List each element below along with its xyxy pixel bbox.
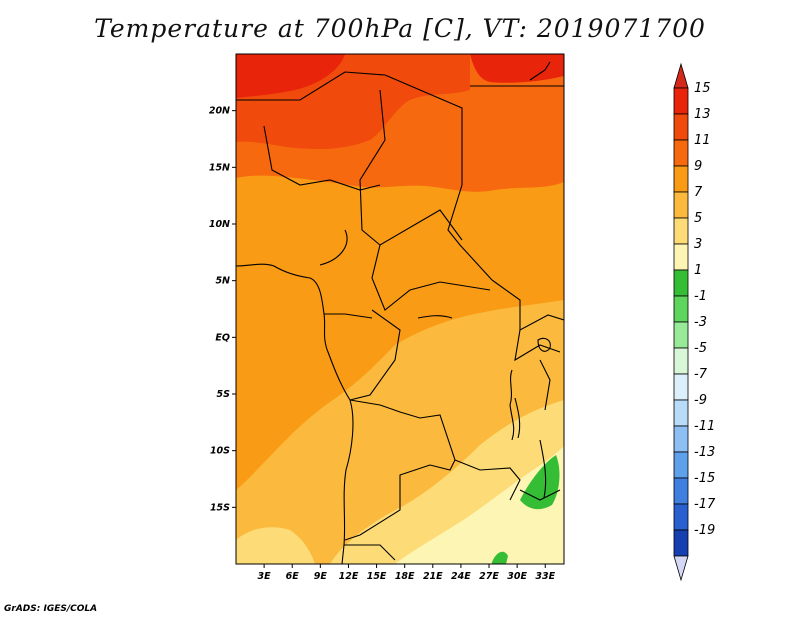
border-drc-congo bbox=[349, 309, 401, 401]
colorbar-label: -5 bbox=[694, 341, 707, 356]
lon-tick-label: 15E bbox=[367, 571, 387, 582]
lon-tick-label: 18E bbox=[395, 571, 415, 582]
colorbar-swatch bbox=[673, 321, 689, 349]
colorbar-label: 11 bbox=[694, 133, 711, 148]
colorbar-swatch bbox=[673, 477, 689, 505]
colorbar-label: -17 bbox=[694, 497, 716, 512]
colorbar-label: 15 bbox=[694, 81, 711, 96]
colorbar-swatch bbox=[673, 347, 689, 375]
border-southwest bbox=[344, 544, 396, 561]
colorbar-swatch bbox=[673, 295, 689, 323]
colorbar-swatch bbox=[673, 165, 689, 193]
colorbar: 15 13 11 9 7 5 3 1 -1 -3 -5 -7 -9 -11 -13 -15 -17 -19 bbox=[673, 62, 716, 582]
colorbar-swatch bbox=[673, 191, 689, 219]
colorbar-label: 9 bbox=[694, 159, 702, 174]
lake-tanganyika bbox=[514, 397, 521, 439]
colorbar-swatch bbox=[673, 139, 689, 167]
field-band-3 bbox=[395, 446, 564, 564]
lon-tick-label: 6E bbox=[286, 571, 300, 582]
colorbar-swatch bbox=[673, 451, 689, 479]
lon-tick-label: 27E bbox=[479, 571, 499, 582]
colorbar-label: -19 bbox=[694, 523, 715, 538]
colorbar-label: 13 bbox=[694, 107, 711, 122]
lake-victoria bbox=[537, 337, 551, 352]
border-car bbox=[371, 209, 491, 311]
border-southeast bbox=[519, 489, 561, 501]
colorbar-label: -11 bbox=[694, 419, 715, 434]
field-band-15-east bbox=[470, 54, 564, 83]
map-frame bbox=[235, 53, 565, 565]
lake-malawi bbox=[539, 439, 547, 499]
border-drc-angola bbox=[349, 399, 456, 471]
lon-tick-label: 21E bbox=[423, 571, 443, 582]
border-algeria-mali bbox=[236, 71, 386, 101]
lat-tick-label: 15S bbox=[210, 502, 230, 513]
colorbar-label: -9 bbox=[694, 393, 707, 408]
lat-tick-label: 15N bbox=[209, 162, 230, 173]
longitude-axis: 3E 6E 9E 12E 15E 18E 21E 24E 27E 30E 33E bbox=[258, 564, 556, 582]
coastline-west-africa bbox=[236, 263, 354, 564]
colorbar-label: -1 bbox=[694, 289, 707, 304]
lat-tick-label: 5S bbox=[217, 389, 231, 400]
border-nigeria-cameroon bbox=[319, 229, 348, 266]
country-borders bbox=[236, 61, 564, 564]
colorbar-swatch bbox=[673, 399, 689, 427]
colorbar-label: -3 bbox=[694, 315, 707, 330]
lat-tick-label: 5N bbox=[215, 276, 230, 287]
temperature-field bbox=[236, 54, 564, 564]
colorbar-label: -13 bbox=[694, 445, 715, 460]
credit-text: GrADS: IGES/COLA bbox=[4, 604, 98, 614]
lon-tick-label: 24E bbox=[451, 571, 471, 582]
border-red-sea bbox=[529, 61, 551, 81]
border-niger-nigeria bbox=[263, 125, 381, 191]
border-gulf-guinea bbox=[324, 313, 373, 319]
border-chad-sudan bbox=[447, 184, 493, 281]
lon-tick-label: 30E bbox=[507, 571, 527, 582]
colorbar-swatch bbox=[673, 217, 689, 245]
border-chad-west bbox=[359, 89, 386, 246]
lat-tick-label: 20N bbox=[209, 106, 230, 117]
colorbar-bottom-arrow bbox=[673, 555, 689, 582]
lon-tick-label: 12E bbox=[339, 571, 359, 582]
colorbar-label: 1 bbox=[694, 263, 702, 278]
colorbar-swatch bbox=[673, 243, 689, 271]
border-great-lakes bbox=[509, 359, 551, 441]
colorbar-swatch bbox=[673, 529, 689, 557]
latitude-axis: 20N 15N 10N 5N EQ 5S 10S 15S bbox=[209, 106, 236, 513]
field-band-15 bbox=[236, 54, 345, 98]
colorbar-label: -7 bbox=[694, 367, 708, 382]
river-congo bbox=[417, 315, 453, 319]
colorbar-label: 7 bbox=[694, 185, 703, 200]
border-niger-libya bbox=[384, 74, 463, 185]
colorbar-swatch bbox=[673, 425, 689, 453]
map-title: Temperature at 700hPa [C], VT: 201907170… bbox=[94, 14, 706, 43]
colorbar-label: 5 bbox=[694, 211, 702, 226]
lat-tick-label: 10S bbox=[210, 446, 230, 457]
lat-tick-label: EQ bbox=[215, 332, 230, 343]
colorbar-swatch bbox=[673, 373, 689, 401]
lat-tick-label: 10N bbox=[209, 219, 230, 230]
border-zambia bbox=[454, 459, 521, 501]
border-angola-zambia bbox=[344, 464, 431, 541]
field-band-5-southwest bbox=[236, 527, 315, 564]
colorbar-swatch bbox=[673, 87, 689, 115]
lon-tick-label: 9E bbox=[314, 571, 328, 582]
colorbar-swatch bbox=[673, 113, 689, 141]
colorbar-label: 3 bbox=[694, 237, 702, 252]
lon-tick-label: 3E bbox=[258, 571, 272, 582]
lon-tick-label: 33E bbox=[535, 571, 555, 582]
colorbar-top-arrow bbox=[673, 62, 689, 89]
colorbar-swatch bbox=[673, 503, 689, 531]
field-band-1-south bbox=[492, 551, 508, 564]
colorbar-label: -15 bbox=[694, 471, 715, 486]
colorbar-swatch bbox=[673, 269, 689, 297]
